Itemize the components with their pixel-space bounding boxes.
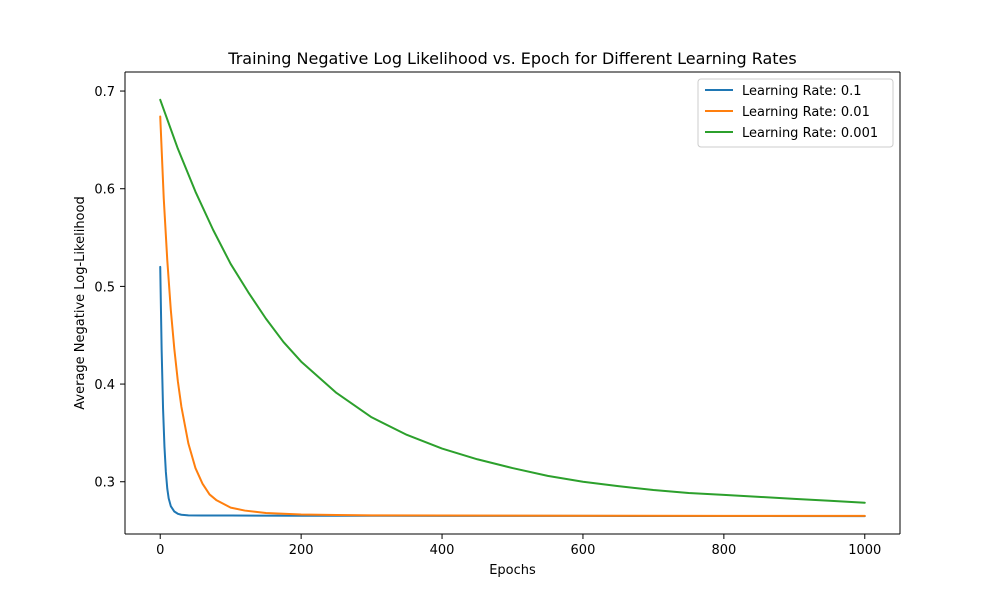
x-axis-ticks: 0 200 400 600 800 1000 [156,534,881,558]
y-tick-label: 0.6 [94,183,115,198]
chart-title: Training Negative Log Likelihood vs. Epo… [227,49,796,68]
x-tick-label: 200 [289,543,314,558]
plot-area [124,71,901,535]
x-tick-label: 600 [571,543,596,558]
series-layer [159,98,866,518]
legend-label-1: Learning Rate: 0.01 [742,105,870,120]
x-tick-label: 1000 [848,543,881,558]
y-axis-ticks: 0.3 0.4 0.5 0.6 0.7 [94,85,125,491]
series-line-2 [159,98,866,504]
series-line-1 [159,115,866,517]
x-tick-label: 800 [711,543,736,558]
legend-box [697,78,894,148]
legend-items: Learning Rate: 0.1 Learning Rate: 0.01 Lea… [705,84,878,141]
legend-label-0: Learning Rate: 0.1 [742,84,862,99]
x-tick-label: 0 [156,543,164,558]
axes-frame [124,71,901,535]
y-axis-label: Average Negative Log-Likelihood [73,196,88,409]
x-axis-label: Epochs [489,563,536,578]
y-tick-label: 0.5 [94,280,115,295]
y-tick-label: 0.4 [94,378,115,393]
plot-frame [125,72,900,534]
legend-label-2: Learning Rate: 0.001 [742,126,878,141]
legend: Learning Rate: 0.1 Learning Rate: 0.01 Lea… [697,78,894,148]
y-tick-label: 0.3 [94,476,115,491]
x-tick-label: 400 [430,543,455,558]
y-tick-label: 0.7 [94,85,115,100]
